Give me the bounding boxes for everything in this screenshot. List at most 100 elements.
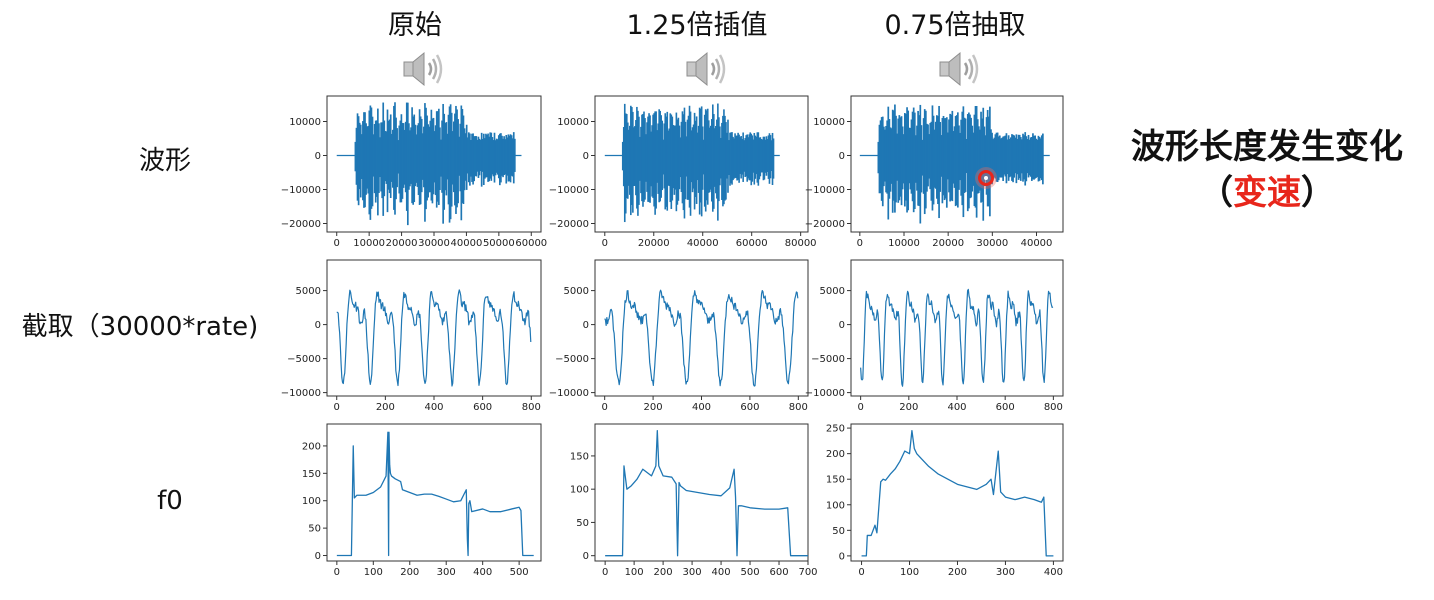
x-tick: 500 — [740, 561, 760, 578]
waveform-burst — [512, 132, 515, 184]
waveform-burst — [896, 133, 898, 181]
svg-text:60000: 60000 — [515, 238, 547, 249]
waveform-burst — [973, 114, 976, 207]
waveform-burst — [418, 109, 421, 205]
waveform-burst — [962, 106, 965, 218]
waveform-burst — [1027, 134, 1030, 178]
waveform-burst — [703, 114, 706, 207]
waveform-burst — [991, 132, 993, 185]
svg-text:100: 100 — [302, 496, 321, 507]
x-tick: 300 — [996, 561, 1015, 578]
waveform-burst — [445, 122, 448, 196]
waveform-burst — [711, 104, 714, 212]
plot-frame — [326, 259, 542, 397]
y-tick: 50 — [832, 526, 851, 537]
x-tick: 0 — [602, 561, 608, 578]
waveform-burst — [652, 114, 654, 198]
y-tick: 0 — [315, 151, 327, 162]
svg-text:150: 150 — [570, 451, 589, 462]
waveform-burst — [912, 107, 915, 213]
waveform-burst — [695, 116, 698, 204]
waveform-burst — [764, 139, 767, 173]
svg-text:200: 200 — [654, 567, 673, 578]
waveform-burst — [622, 127, 625, 187]
waveform-burst — [643, 111, 645, 202]
x-tick: 0 — [601, 396, 608, 413]
waveform-burst — [933, 129, 936, 188]
waveform-burst — [409, 130, 411, 187]
y-tick: −10000 — [549, 185, 595, 196]
waveform-burst — [968, 112, 970, 209]
waveform-burst — [720, 137, 722, 179]
chart-clip-original: 0 200 400 600 800 −10000 −5000 0 5000 — [281, 259, 542, 413]
y-tick: 100 — [826, 500, 851, 511]
waveform-burst — [366, 126, 369, 189]
waveform-burst — [1040, 135, 1043, 181]
waveform-burst — [715, 125, 717, 194]
waveform-burst — [972, 132, 975, 186]
y-tick: 5000 — [564, 286, 595, 297]
waveform-burst — [699, 108, 702, 203]
waveform-burst — [709, 125, 712, 190]
waveform-burst — [621, 141, 624, 171]
waveform-burst — [476, 139, 479, 172]
svg-text:200: 200 — [644, 402, 663, 413]
waveform-burst — [1028, 139, 1031, 176]
waveform-burst — [920, 125, 923, 193]
waveform-burst — [678, 125, 681, 190]
svg-text:400: 400 — [947, 402, 966, 413]
waveform-burst — [370, 107, 373, 209]
waveform-burst — [763, 136, 766, 180]
waveform-burst — [960, 119, 963, 196]
svg-text:0: 0 — [315, 551, 321, 562]
waveform-burst — [915, 135, 917, 183]
waveform-burst — [489, 132, 492, 179]
waveform-burst — [738, 134, 740, 183]
waveform-burst — [480, 132, 483, 187]
x-tick: 200 — [654, 561, 673, 578]
waveform-burst — [358, 122, 361, 190]
waveform-burst — [977, 126, 980, 194]
speaker-icon[interactable] — [938, 50, 980, 92]
row-label-f0: f0 — [157, 486, 183, 516]
waveform-burst — [429, 120, 432, 193]
x-tick: 400 — [712, 561, 731, 578]
y-tick: 0 — [839, 320, 851, 331]
waveform-burst — [385, 131, 388, 184]
waveform-burst — [951, 110, 954, 202]
waveform-burst — [423, 126, 425, 188]
waveform-burst — [948, 119, 950, 193]
speaker-icon[interactable] — [402, 50, 444, 92]
waveform-burst — [436, 111, 439, 202]
waveform-burst — [770, 140, 773, 171]
speaker-icon[interactable] — [685, 50, 727, 92]
waveform-burst — [672, 125, 675, 189]
waveform-burst — [700, 106, 703, 217]
waveform-burst — [624, 113, 627, 214]
y-tick: −20000 — [805, 219, 851, 230]
waveform-burst — [1029, 137, 1032, 177]
waveform-burst — [1010, 137, 1012, 177]
waveform-burst — [1004, 135, 1007, 177]
waveform-burst — [634, 126, 636, 186]
waveform-burst — [463, 128, 466, 191]
waveform-burst — [444, 123, 447, 191]
waveform-burst — [367, 125, 370, 194]
y-tick: 50 — [576, 518, 595, 529]
waveform-burst — [917, 110, 919, 206]
y-tick: 100 — [570, 485, 595, 496]
waveform-burst — [475, 136, 478, 177]
waveform-burst — [503, 136, 505, 176]
waveform-burst — [684, 121, 687, 200]
waveform-burst — [459, 123, 462, 192]
waveform-burst — [412, 116, 415, 205]
svg-text:400: 400 — [1044, 567, 1063, 578]
waveform-burst — [905, 113, 907, 201]
y-tick: −5000 — [811, 354, 851, 365]
waveform-burst — [1026, 139, 1029, 174]
waveform-burst — [953, 126, 956, 188]
svg-text:600: 600 — [996, 402, 1015, 413]
svg-text:400: 400 — [692, 402, 711, 413]
recording-cursor-icon — [974, 166, 998, 194]
waveform-burst — [907, 110, 910, 211]
